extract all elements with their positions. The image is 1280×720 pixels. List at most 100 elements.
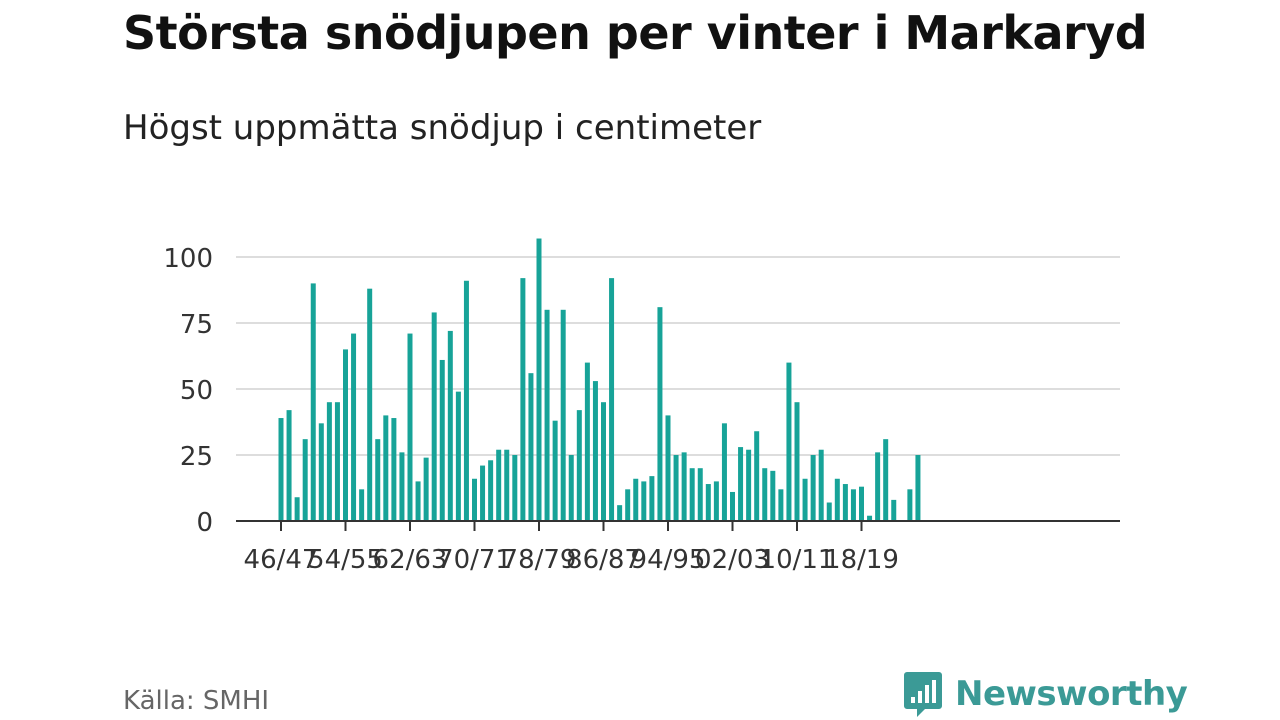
bar-chart-speech-bubble-icon — [904, 672, 942, 717]
bar-87/88 — [609, 278, 615, 521]
bar-08/09 — [778, 489, 784, 521]
bar-12/13 — [810, 455, 816, 521]
bar-80/81 — [552, 420, 558, 521]
x-tick-label: 94/95 — [631, 545, 706, 575]
bar-99/00 — [705, 484, 711, 521]
bar-22/23 — [891, 499, 897, 521]
bar-11/12 — [802, 478, 808, 521]
bar-83/84 — [576, 410, 582, 521]
bar-88/89 — [617, 505, 623, 521]
bar-layer — [278, 238, 921, 521]
bar-77/78 — [528, 373, 534, 521]
bar-24/25 — [907, 489, 913, 521]
x-tick-label: 18/19 — [824, 545, 899, 575]
bar-48/49 — [294, 497, 300, 521]
x-tick-label: 46/47 — [244, 545, 319, 575]
bar-91/92 — [641, 481, 647, 521]
bar-95/96 — [673, 455, 679, 521]
bar-07/08 — [770, 470, 776, 521]
bar-92/93 — [649, 476, 655, 521]
bar-14/15 — [826, 502, 832, 521]
bar-57/58 — [367, 288, 373, 521]
y-tick-label: 75 — [180, 310, 213, 340]
bar-75/76 — [512, 455, 518, 521]
bar-81/82 — [560, 309, 566, 521]
x-tick-label: 70/71 — [437, 545, 512, 575]
bar-56/57 — [359, 489, 365, 521]
bar-13/14 — [818, 449, 824, 521]
bar-02/03 — [730, 491, 735, 521]
bar-63/64 — [415, 481, 421, 521]
bar-03/04 — [738, 447, 744, 521]
bar-61/62 — [399, 452, 405, 521]
x-tick-label: 62/63 — [373, 545, 448, 575]
bar-93/94 — [657, 307, 663, 521]
y-tick-label: 100 — [163, 244, 213, 274]
bar-04/05 — [746, 449, 752, 521]
bar-85/86 — [592, 381, 598, 521]
bar-52/53 — [326, 402, 332, 521]
bar-46/47 — [278, 418, 284, 521]
bar-86/87 — [601, 402, 606, 521]
bar-49/50 — [302, 439, 308, 521]
bar-96/97 — [681, 452, 687, 521]
bar-19/20 — [867, 515, 873, 521]
brand-name: Newsworthy — [955, 674, 1188, 714]
bar-18/19 — [859, 486, 864, 521]
bar-47/48 — [286, 410, 292, 521]
x-tick-label: 10/11 — [760, 545, 835, 575]
bar-76/77 — [520, 278, 526, 521]
bar-54/55 — [343, 349, 348, 521]
chart-title: Största snödjupen per vinter i Markaryd — [123, 6, 1148, 60]
bar-62/63 — [407, 333, 413, 521]
bar-17/18 — [850, 489, 856, 521]
bar-74/75 — [504, 449, 510, 521]
x-tick-label: 78/79 — [502, 545, 577, 575]
bar-58/59 — [375, 439, 381, 521]
bar-84/85 — [584, 362, 590, 521]
bar-20/21 — [875, 452, 881, 521]
y-tick-label: 50 — [180, 376, 213, 406]
bar-67/68 — [447, 330, 453, 521]
bar-00/01 — [713, 481, 719, 521]
bar-64/65 — [423, 457, 429, 521]
axis-layer: 0 25 50 75 100 46/4754/5562/6370/7178/7986/87… — [163, 244, 1120, 575]
bar-25/26 — [915, 455, 921, 521]
chart-subtitle: Högst uppmätta snödjup i centimeter — [123, 108, 762, 148]
bar-97/98 — [689, 468, 695, 521]
newsworthy-logo: Newsworthy — [903, 670, 1188, 718]
bar-21/22 — [883, 439, 889, 521]
bar-89/90 — [625, 489, 631, 521]
bar-50/51 — [310, 283, 316, 521]
bar-01/02 — [721, 423, 727, 521]
bar-65/66 — [431, 312, 437, 521]
bar-10/11 — [794, 402, 800, 521]
bar-06/07 — [762, 468, 768, 521]
bar-53/54 — [334, 402, 340, 521]
source-note: Källa: SMHI — [123, 686, 270, 716]
bar-09/10 — [786, 362, 792, 521]
bar-55/56 — [351, 333, 357, 521]
bar-73/74 — [496, 449, 502, 521]
bar-79/80 — [544, 309, 550, 521]
bar-66/67 — [439, 359, 445, 521]
bar-51/52 — [318, 423, 324, 521]
bar-70/71 — [472, 478, 477, 521]
bar-90/91 — [633, 478, 639, 521]
bar-82/83 — [568, 455, 574, 521]
bar-78/79 — [536, 238, 542, 521]
bar-05/06 — [754, 431, 760, 521]
x-tick-label: 02/03 — [695, 545, 770, 575]
bar-60/61 — [391, 418, 397, 521]
x-tick-label: 54/55 — [308, 545, 383, 575]
bar-15/16 — [834, 478, 840, 521]
bar-68/69 — [455, 391, 461, 521]
bar-59/60 — [383, 415, 389, 521]
bar-71/72 — [480, 465, 486, 521]
bar-72/73 — [488, 460, 494, 521]
bar-16/17 — [842, 484, 848, 521]
y-tick-label: 0 — [196, 508, 213, 538]
bar-94/95 — [665, 415, 671, 521]
bar-98/99 — [697, 468, 703, 521]
